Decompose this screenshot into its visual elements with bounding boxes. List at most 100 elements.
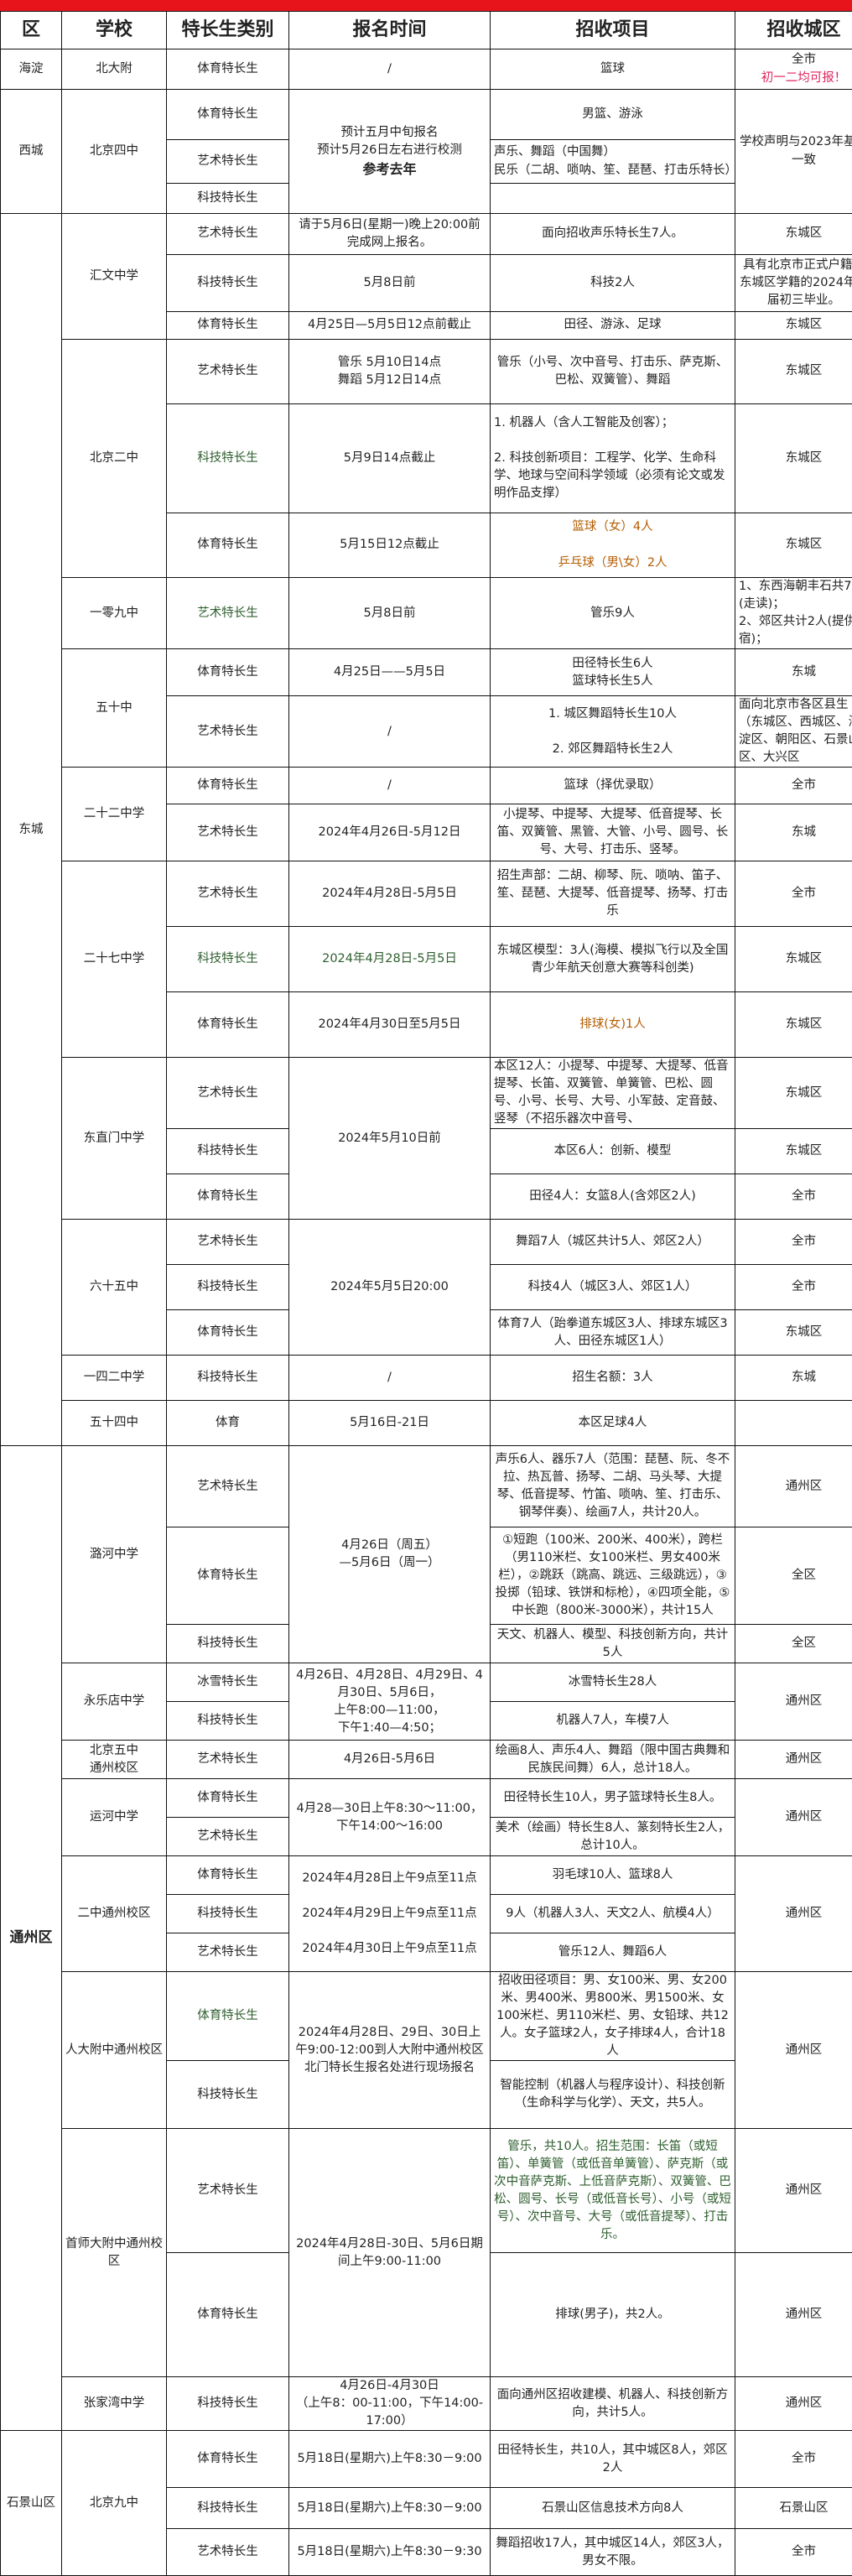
items-cell: 本区12人：小提琴、中提琴、大提琴、低音提琴、长笛、双簧管、单簧管、巴松、圆号、… [491,1058,735,1129]
category-cell: 艺术特长生 [167,1058,289,1129]
enrollment-table: 区 学校 特长生类别 报名时间 招收项目 招收城区 海淀北大附体育特长生/篮球全… [0,11,852,2576]
area-cell: 学校声明与2023年基本一致 [735,90,852,214]
items-cell: 1. 城区舞蹈特长生10人 2. 郊区舞蹈特长生2人 [491,696,735,768]
area-cell: 东城区 [735,927,852,992]
time-cell: / [289,1356,491,1401]
school-cell: 六十五中 [62,1220,167,1356]
category-cell: 艺术特长生 [167,214,289,255]
time-cell: / [289,768,491,804]
items-cell: 排球(女)1人 [491,992,735,1058]
category-cell: 科技特长生 [167,1356,289,1401]
area-cell: 全市 [735,1174,852,1220]
items-cell: 男篮、游泳 [491,90,735,140]
school-cell: 北大附 [62,49,167,90]
region-cell: 西城 [1,90,62,214]
school-cell: 运河中学 [62,1779,167,1856]
category-cell: 体育特长生 [167,649,289,696]
category-cell: 科技特长生 [167,927,289,992]
items-cell: 田径、游泳、足球 [491,312,735,340]
category-cell: 体育特长生 [167,1972,289,2061]
area-cell: 通州区 [735,2129,852,2253]
area-cell: 通州区 [735,1972,852,2129]
items-cell: 招收田径项目：男、女100米、男、女200米、男400米、男800米、男1500… [491,1972,735,2061]
category-cell: 科技特长生 [167,404,289,513]
area-cell [735,1401,852,1446]
items-cell: 篮球（择优录取） [491,768,735,804]
area-cell: 通州区 [735,1741,852,1779]
time-cell: 4月25日—5月5日12点前截止 [289,312,491,340]
table-row: 北京二中艺术特长生管乐 5月10日14点 舞蹈 5月12日14点管乐（小号、次中… [1,340,852,404]
time-cell: 4月26日（周五） —5月6日（周一） [289,1446,491,1663]
school-cell: 人大附中通州校区 [62,1972,167,2129]
items-cell: 体育7人（跆拳道东城区3人、排球东城区3人、田径东城区1人） [491,1310,735,1356]
region-cell: 通州区 [1,1446,62,2431]
items-cell: 本区6人：创新、模型 [491,1129,735,1174]
header-row: 区 学校 特长生类别 报名时间 招收项目 招收城区 [1,12,852,49]
items-cell: 面向招收声乐特长生7人。 [491,214,735,255]
time-cell: 4月26日-5月6日 [289,1741,491,1779]
time-cell: 4月25日——5月5日 [289,649,491,696]
items-cell: 招生声部：二胡、柳琴、阮、唢呐、笛子、笙、琵琶、大提琴、低音提琴、扬琴、打击乐 [491,861,735,927]
school-cell: 潞河中学 [62,1446,167,1663]
area-cell: 全市 [735,861,852,927]
category-cell: 体育特长生 [167,1527,289,1625]
time-cell: 2024年4月28日、29日、30日上午9:00-12:00到人大附中通州校区北… [289,1972,491,2129]
table-row: 一四二中学科技特长生/招生名额：3人东城 [1,1356,852,1401]
time-cell: 4月28—30日上午8:30～11:00， 下午14:00～16:00 [289,1779,491,1856]
category-cell: 艺术特长生 [167,140,289,184]
items-cell: ①短跑（100米、200米、400米），跨栏（男110米栏、女100米栏、男女4… [491,1527,735,1625]
items-cell: 管乐（小号、次中音号、打击乐、萨克斯、巴松、双簧管）、舞蹈 [491,340,735,404]
category-cell: 体育特长生 [167,513,289,578]
time-cell: 4月26日、4月28日、4月29日、4月30日、5月6日， 上午8:00—11:… [289,1663,491,1741]
category-cell: 科技特长生 [167,255,289,312]
area-cell: 东城区 [735,312,852,340]
area-cell: 东城区 [735,340,852,404]
area-cell: 全市初一二均可报！ [735,49,852,90]
items-cell: 美术（绘画）特长生8人、篆刻特长生2人，总计10人。 [491,1818,735,1856]
items-cell: 田径特长生6人 篮球特长生5人 [491,649,735,696]
area-cell: 1、东西海朝丰石共7人(走读)； 2、郊区共计2人(提供住宿)； [735,578,852,649]
area-cell: 东城区 [735,404,852,513]
category-cell: 科技特长生 [167,1129,289,1174]
area-cell: 通州区 [735,2377,852,2431]
category-cell: 体育特长生 [167,1174,289,1220]
items-cell: 东城区模型：3人(海模、模拟飞行以及全国青少年航天创意大赛等科创类) [491,927,735,992]
category-cell: 艺术特长生 [167,2129,289,2253]
time-cell: 4月26日-4月30日 （上午8：00-11:00，下午14:00-17:00） [289,2377,491,2431]
time-text: 预计五月中旬报名 预计5月26日左右进行校测 [293,124,486,159]
category-cell: 体育特长生 [167,1856,289,1895]
items-cell: 1. 机器人（含人工智能及创客）； 2. 科技创新项目：工程学、化学、生命科学、… [491,404,735,513]
category-cell: 体育 [167,1401,289,1446]
school-cell: 张家湾中学 [62,2377,167,2431]
category-cell: 艺术特长生 [167,1818,289,1856]
items-cell: 羽毛球10人、篮球8人 [491,1856,735,1895]
category-cell: 体育特长生 [167,992,289,1058]
time-cell: 5月18日(星期六)上午8:30－9:00 [289,2488,491,2529]
header-time: 报名时间 [289,12,491,49]
school-cell: 二中通州校区 [62,1856,167,1972]
category-cell: 科技特长生 [167,1625,289,1663]
time-cell: / [289,696,491,768]
items-cell: 田径特长生10人，男子篮球特长生8人。 [491,1779,735,1818]
area-cell: 全市 [735,768,852,804]
area-cell: 具有北京市正式户籍、东城区学籍的2024年应届初三毕业。 [735,255,852,312]
items-cell: 舞蹈7人（城区共计5人、郊区2人） [491,1220,735,1265]
area-cell: 东城区 [735,214,852,255]
school-cell: 一四二中学 [62,1356,167,1401]
time-cell: 5月16日-21日 [289,1401,491,1446]
table-row: 海淀北大附体育特长生/篮球全市初一二均可报！ [1,49,852,90]
school-cell: 汇文中学 [62,214,167,340]
time-cell: 2024年4月26日-5月12日 [289,804,491,861]
area-cell: 全市 [735,1220,852,1265]
school-cell: 二十七中学 [62,861,167,1058]
items-cell: 管乐12人、舞蹈6人 [491,1933,735,1972]
school-cell: 北京四中 [62,90,167,214]
table-row: 二十二中学体育特长生/篮球（择优录取）全市 [1,768,852,804]
area-cell: 石景山区 [735,2488,852,2529]
